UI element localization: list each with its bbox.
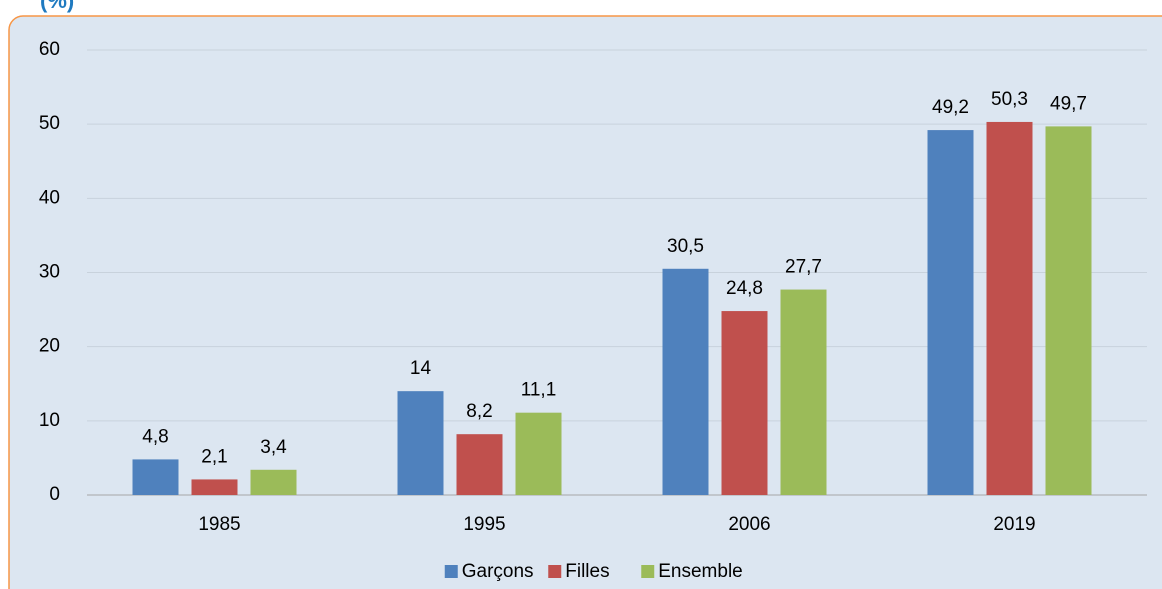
bar	[1045, 126, 1092, 496]
legend-swatch	[444, 565, 458, 578]
bar	[132, 459, 179, 495]
bar	[662, 268, 709, 495]
legend-swatch	[641, 565, 655, 578]
value-label: 30,5	[667, 236, 704, 257]
legend-label: Ensemble	[658, 561, 743, 582]
y-label: (%)	[40, 0, 74, 13]
legend-label: Garçons	[462, 561, 534, 582]
x-tick-label: 2006	[728, 514, 770, 535]
value-label: 27,7	[785, 257, 822, 278]
bar	[780, 289, 827, 495]
value-label: 11,1	[521, 380, 557, 401]
y-tick-label: 50	[39, 113, 60, 134]
value-label: 3,4	[260, 437, 287, 458]
bar	[515, 412, 562, 495]
legend-swatch	[548, 565, 562, 578]
bar	[927, 130, 974, 495]
y-tick-label: 40	[39, 187, 60, 208]
bar	[456, 434, 503, 495]
bar	[250, 469, 297, 495]
value-label: 4,8	[142, 426, 168, 447]
legend-label: Filles	[565, 561, 609, 582]
value-label: 2,1	[201, 446, 227, 467]
y-tick-label: 0	[49, 484, 60, 505]
value-label: 49,7	[1050, 93, 1087, 114]
value-label: 50,3	[991, 89, 1028, 110]
bar	[721, 311, 768, 495]
value-label: 8,2	[466, 401, 492, 422]
y-tick-label: 20	[39, 336, 60, 357]
x-tick-label: 1985	[198, 514, 240, 535]
x-tick-label: 2019	[993, 514, 1035, 535]
panel	[8, 15, 1162, 589]
value-label: 49,2	[932, 97, 969, 118]
bar	[397, 391, 444, 495]
x-tick-label: 1995	[463, 514, 505, 535]
y-tick-label: 10	[39, 410, 60, 431]
value-label: 14	[410, 358, 432, 379]
value-label: 24,8	[726, 278, 763, 299]
y-tick-label: 60	[39, 39, 60, 60]
y-tick-label: 30	[39, 262, 60, 283]
bar	[986, 121, 1033, 496]
bar	[191, 479, 238, 495]
